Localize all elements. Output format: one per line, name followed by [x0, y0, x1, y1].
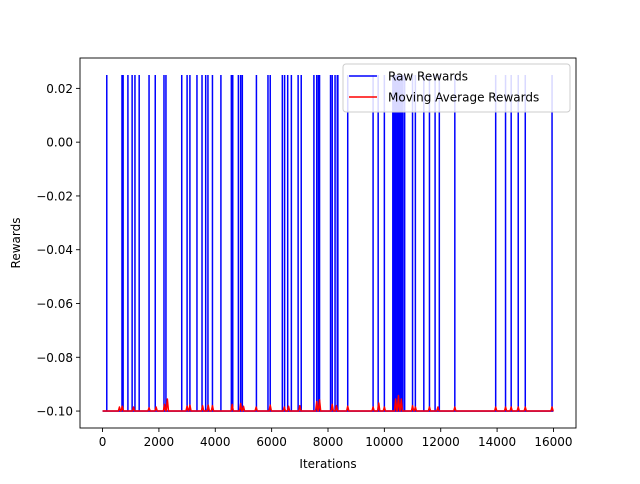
legend-label-moving-average: Moving Average Rewards: [388, 91, 539, 105]
x-tick-label: 16000: [534, 435, 572, 449]
legend-label-raw-rewards: Raw Rewards: [388, 70, 468, 84]
y-tick-label: −0.06: [36, 297, 73, 311]
y-tick-label: −0.10: [36, 405, 73, 419]
x-tick-label: 10000: [365, 435, 403, 449]
y-tick-label: 0.00: [46, 136, 73, 150]
y-tick-label: −0.02: [36, 189, 73, 203]
x-tick-label: 14000: [478, 435, 516, 449]
x-axis: 0 2000 4000 6000 8000 10000 12000 14000 16000: [99, 428, 573, 449]
x-tick-label: 8000: [313, 435, 344, 449]
moving-average-line: [102, 394, 554, 412]
legend-box: [342, 63, 571, 113]
plot-area: [80, 58, 576, 428]
y-tick-label: 0.02: [46, 82, 73, 96]
x-tick-label: 0: [99, 435, 107, 449]
y-tick-label: −0.04: [36, 243, 73, 257]
y-axis: 0.02 0.00 −0.02 −0.04 −0.06 −0.08 −0.10: [36, 82, 80, 419]
series-layer: [102, 74, 554, 412]
x-tick-label: 12000: [422, 435, 460, 449]
y-axis-label: Rewards: [9, 218, 23, 269]
x-tick-label: 4000: [200, 435, 231, 449]
x-axis-label: Iterations: [299, 457, 356, 471]
legend: Raw Rewards Moving Average Rewards: [342, 63, 571, 113]
x-tick-label: 2000: [144, 435, 175, 449]
x-tick-label: 6000: [256, 435, 287, 449]
y-tick-label: −0.08: [36, 351, 73, 365]
